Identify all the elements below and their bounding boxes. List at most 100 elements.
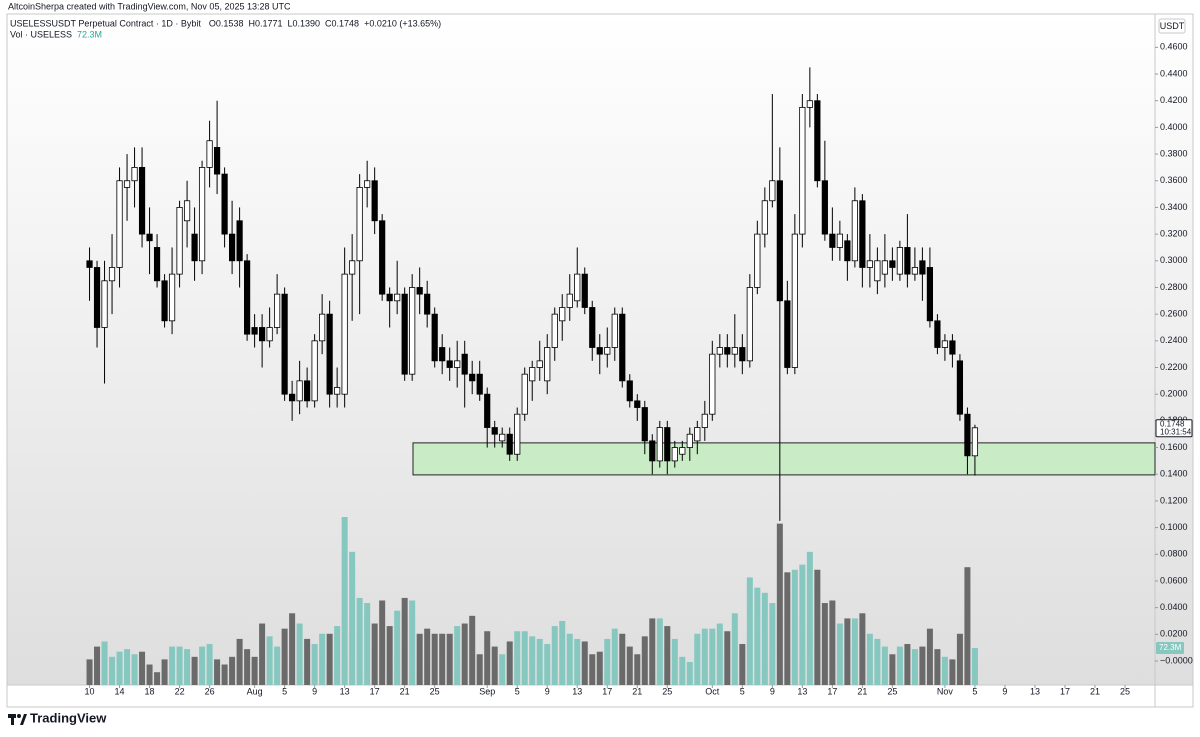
volume-bar [881,646,888,685]
volume-bar [169,646,176,685]
x-tick-label: 18 [145,686,155,696]
y-tick-label: 0.4400 [1160,68,1188,78]
candle-body [341,273,348,395]
volume-bar [514,631,521,685]
volume-bar [791,569,798,685]
y-tick-label: 0.4200 [1160,95,1188,105]
candle-body [694,427,701,442]
candle-body [356,187,363,262]
x-tick-label: 26 [205,686,215,696]
attribution: AltcoinSherpa created with TradingView.c… [8,1,291,11]
candle-body [454,360,461,368]
volume-bar [364,603,371,685]
volume-bar [131,654,138,685]
candle-body [86,260,93,268]
x-tick-label: 10 [85,686,95,696]
candle-body [851,200,858,262]
volume-bar [476,654,483,685]
volume-bar [874,638,881,685]
volume-bar [694,633,701,685]
currency: USDT [1160,21,1185,31]
volume-bar [851,618,858,685]
candle-body [806,100,813,108]
volume-bar [611,628,618,685]
candle-body [131,167,138,182]
brand-logo [8,714,27,725]
volume-bar [341,516,348,685]
y-tick-label: 0.2200 [1160,362,1188,372]
volume-bar [671,638,678,685]
volume-bar [109,656,116,685]
volume-bar [746,577,753,685]
y-tick-label: 0.3400 [1160,202,1188,212]
volume-bar [506,641,513,685]
volume-bar [86,659,93,685]
volume-bar [259,623,266,685]
volume-bar [409,600,416,685]
y-tick-label: 0.2400 [1160,335,1188,345]
logo-part [20,714,27,725]
volume-bar [379,600,386,685]
candle-body [536,360,543,368]
volume-bar [596,651,603,685]
volume-bar [904,644,911,685]
pane-border [6,13,1194,708]
y-tick-label: 0.0600 [1160,575,1188,585]
candle-body [529,367,536,382]
y-tick-label: 0.0800 [1160,549,1188,559]
volume-bar [446,633,453,685]
y-tick-label: 0.2800 [1160,282,1188,292]
candle-body [416,287,423,295]
volume-bar [371,623,378,685]
x-tick-label: 9 [1002,686,1007,696]
candle-body [461,353,468,375]
volume-bar [484,631,491,685]
candle-body [611,313,618,348]
candle-body [236,220,243,262]
volume-bar [356,597,363,685]
candle-body [153,247,161,282]
volume-bar [349,551,356,685]
volume-bar [386,626,393,685]
volume-tag [1156,641,1184,654]
candle-body [731,347,738,355]
candle-body [93,267,101,328]
candle-body [716,347,723,355]
candle-body [829,233,836,248]
x-tick-label: Nov [937,686,954,696]
volume-bar [529,636,536,685]
candle-body [874,260,881,282]
candle-body [664,427,671,462]
x-tick-label: Aug [247,686,263,696]
candle-body [146,233,153,242]
candle-body [926,267,934,322]
ohlc-value: +0.0210 (+13.65%) [364,18,441,28]
legend: USELESSUSDT Perpetual Contract · 1D · By… [10,18,201,39]
candle-body [881,260,888,275]
x-tick-label: 21 [1090,686,1100,696]
brand: TradingView [30,710,107,725]
candle-body [769,180,776,202]
candle-body [799,106,806,235]
volume-bar [101,641,108,685]
volume-bar [619,633,626,685]
volume-bar [221,664,228,685]
volume-bar [491,646,498,685]
volume-bar [401,597,408,685]
candle-body [949,340,956,355]
candle-body [761,200,768,235]
candle-body [274,293,281,328]
candle-body [484,393,491,428]
x-tick-label: 9 [545,686,550,696]
candle-body [634,400,641,408]
candle-body [259,327,266,342]
candle-body [289,393,296,402]
candle-body [559,307,566,322]
candle-body [296,380,303,402]
candle-body [784,300,791,368]
volume-bar [716,623,723,685]
volume-bar [649,618,656,685]
volume-bar [701,628,708,685]
candle-body [581,273,588,308]
volume-bar [866,633,873,685]
